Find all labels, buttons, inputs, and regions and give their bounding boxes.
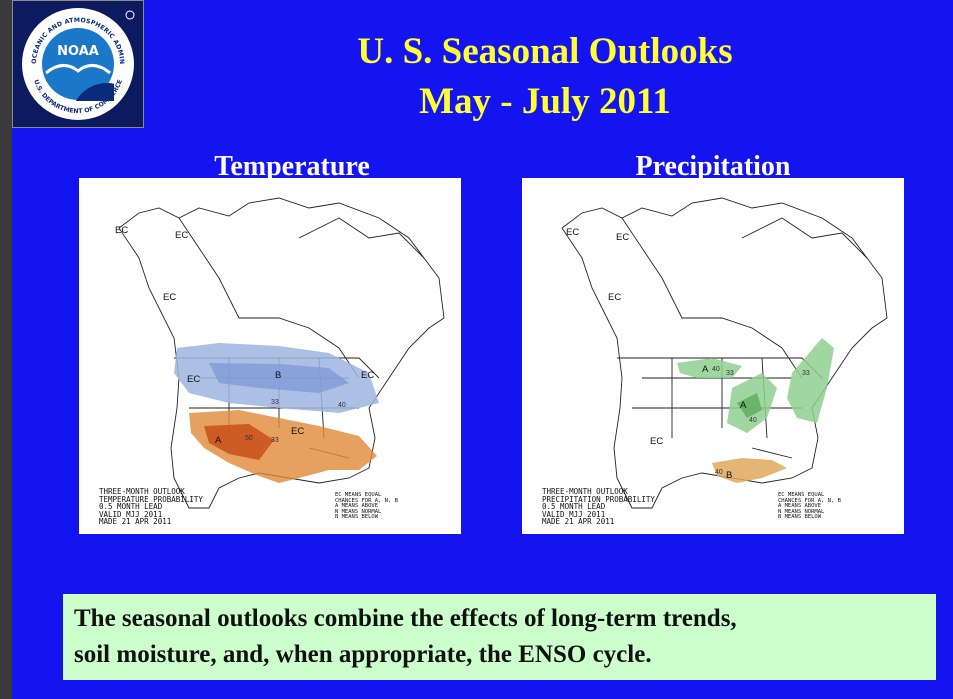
above-normal-precip-east bbox=[787, 338, 834, 423]
temp-ec-label-6: EC bbox=[291, 426, 304, 437]
logo-center-text: NOAA bbox=[57, 44, 99, 59]
precip-ec-label-2: EC bbox=[616, 232, 629, 243]
caption-line-1: The seasonal outlooks combine the effect… bbox=[74, 605, 737, 632]
precip-contour-40c: 40 bbox=[715, 469, 723, 476]
temp-ec-label-4: EC bbox=[187, 374, 200, 385]
temp-b-label: B bbox=[275, 370, 281, 381]
temperature-map-key: EC MEANS EQUAL CHANCES FOR A, N, B A MEA… bbox=[335, 492, 398, 521]
noaa-logo: NATIONAL OCEANIC AND ATMOSPHERIC ADMINIS… bbox=[12, 0, 144, 128]
temp-ec-label-1: EC bbox=[115, 225, 128, 236]
temp-ec-label-3: EC bbox=[163, 292, 176, 303]
above-normal-precip-north bbox=[677, 358, 742, 378]
left-edge-bar bbox=[0, 0, 12, 699]
temp-a-label: A bbox=[215, 435, 222, 446]
precip-contour-33a: 33 bbox=[726, 370, 734, 377]
precip-a-label-1: A bbox=[702, 364, 709, 375]
precip-ec-label-3: EC bbox=[608, 292, 621, 303]
temp-contour-50: 50 bbox=[245, 435, 253, 442]
temperature-label: Temperature bbox=[214, 151, 370, 182]
above-normal-precip-core bbox=[737, 393, 762, 418]
precipitation-map-key: EC MEANS EQUAL CHANCES FOR A, N, B A MEA… bbox=[778, 492, 841, 521]
temp-contour-40: 40 bbox=[338, 402, 346, 409]
precip-a-label-2: A bbox=[740, 400, 747, 411]
temperature-map-legend: THREE-MONTH OUTLOOK TEMPERATURE PROBABIL… bbox=[99, 487, 203, 526]
precip-contour-33b: 33 bbox=[802, 370, 810, 377]
precipitation-outlook-map: EC EC EC EC A A B 40 33 40 33 40 THREE-M… bbox=[522, 178, 904, 534]
caption-box: The seasonal outlooks combine the effect… bbox=[63, 594, 936, 680]
page-title: U. S. Seasonal Outlooks bbox=[357, 31, 733, 72]
precip-b-label: B bbox=[726, 470, 732, 481]
temp-contour-33a: 33 bbox=[271, 399, 279, 406]
above-normal-temp-core bbox=[204, 424, 274, 460]
temp-ec-label-2: EC bbox=[175, 230, 188, 241]
precip-contour-40a: 40 bbox=[712, 366, 720, 373]
temperature-outlook-map: EC EC EC EC EC EC B A 33 40 50 33 THREE-… bbox=[79, 178, 461, 534]
precip-ec-label-1: EC bbox=[566, 227, 579, 238]
below-normal-temp-core bbox=[209, 363, 349, 393]
precip-contour-40b: 40 bbox=[749, 417, 757, 424]
temp-contour-33b: 33 bbox=[271, 437, 279, 444]
caption-line-2: soil moisture, and, when appropriate, th… bbox=[74, 641, 652, 668]
precipitation-label: Precipitation bbox=[635, 151, 791, 182]
precip-ec-label-4: EC bbox=[650, 436, 663, 447]
precipitation-map-legend: THREE-MONTH OUTLOOK PRECIPITATION PROBAB… bbox=[542, 487, 655, 526]
page-subtitle: May - July 2011 bbox=[419, 81, 671, 122]
below-normal-precip-region bbox=[712, 458, 787, 483]
temp-ec-label-5: EC bbox=[361, 370, 374, 381]
